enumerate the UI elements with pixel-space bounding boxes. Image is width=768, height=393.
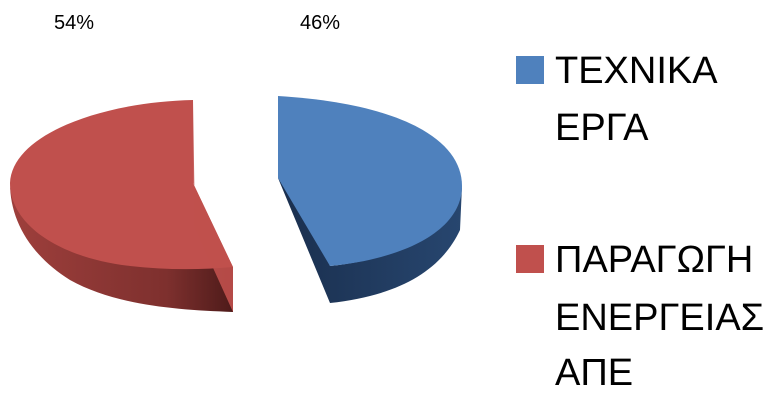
pie-slice-side-red (10, 183, 233, 312)
legend-item-paragogi-energeias-ape[interactable]: ΠΑΡΑΓΩΓΗ ΕΝΕΡΓΕΙΑΣ ΑΠΕ (516, 239, 764, 393)
legend-item-technika-erga[interactable]: ΤΕΧΝΙΚΑ ΕΡΓΑ (516, 50, 718, 149)
pie-slice-red-group (10, 100, 233, 312)
legend-label-line: ΕΡΓΑ (555, 107, 649, 149)
legend-label-line: ΠΑΡΑΓΩΓΗ (555, 239, 753, 281)
legend-swatch-blue (516, 56, 544, 84)
data-label-red: 54% (54, 12, 94, 34)
legend-label-line: ΕΝΕΡΓΕΙΑΣ (555, 297, 764, 339)
pie-slice-red[interactable] (10, 100, 233, 270)
legend-label-line: ΑΠΕ (555, 352, 633, 393)
legend-label-line: ΤΕΧΝΙΚΑ (555, 50, 718, 92)
legend: ΤΕΧΝΙΚΑ ΕΡΓΑ ΠΑΡΑΓΩΓΗ ΕΝΕΡΓΕΙΑΣ ΑΠΕ (516, 50, 764, 393)
pie-slice-blue[interactable] (278, 96, 462, 266)
legend-swatch-red (516, 245, 544, 273)
pie-slice-blue-group (278, 96, 462, 303)
data-label-blue: 46% (300, 12, 340, 34)
pie-slice-inner-red (193, 100, 233, 312)
